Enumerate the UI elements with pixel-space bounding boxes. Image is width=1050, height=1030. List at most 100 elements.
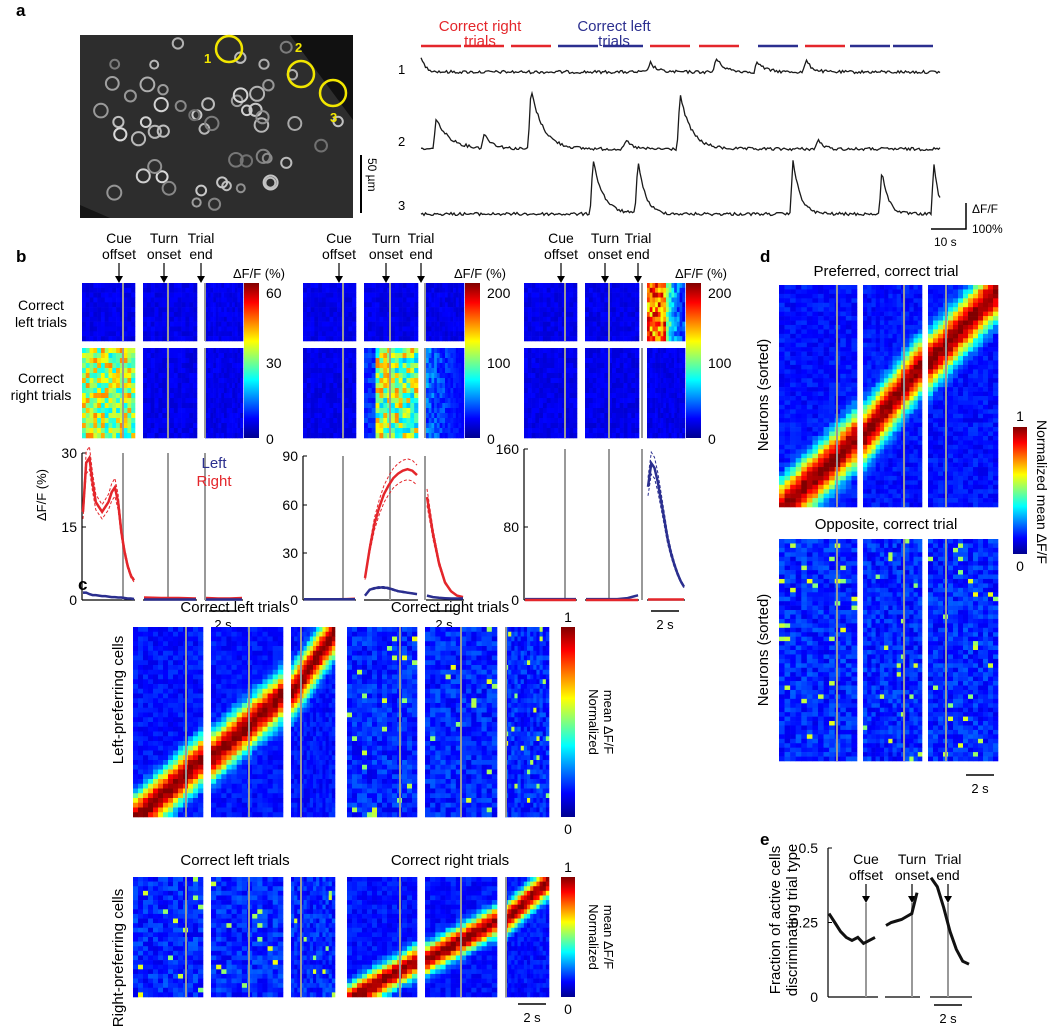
- d-heatmap-preferred: [779, 285, 858, 508]
- micrograph-cell: [191, 197, 202, 208]
- c-title-top-left: Correct left trials: [180, 599, 289, 616]
- micrograph-cell: [249, 85, 266, 102]
- b-series-right: [425, 496, 464, 599]
- b-series-ci-left: [647, 472, 685, 589]
- c-colorbar-bottom: [561, 877, 575, 997]
- b-heatmap-right: [205, 348, 244, 439]
- b-event-arrowhead: [160, 276, 168, 283]
- d-heatmap-preferred: [863, 285, 923, 508]
- e-line-plot: 0.5 0.25 0 2 s: [791, 840, 972, 1026]
- b-legend-left: Left: [201, 455, 227, 472]
- micrograph-cell: [147, 159, 163, 174]
- micrograph-cell: [232, 87, 249, 103]
- micrograph-cell: [123, 89, 137, 103]
- d-ylabel-top: Neurons (sorted): [755, 339, 772, 452]
- micrograph: [80, 35, 353, 218]
- c-title-top-right: Correct right trials: [391, 599, 509, 616]
- e-event-label: end: [936, 867, 959, 883]
- b-series-right: [363, 467, 418, 579]
- b-series-left: [586, 594, 639, 601]
- b-heatmap-left: [82, 283, 136, 342]
- c-heatmap: [425, 877, 498, 998]
- c-title-bottom-right: Correct right trials: [391, 852, 509, 869]
- b-event-label: end: [626, 246, 649, 262]
- b-event-arrowhead: [417, 276, 425, 283]
- c-heatmaps: [133, 627, 550, 998]
- micrograph-cell: [157, 84, 169, 96]
- micrograph-cell: [171, 37, 185, 50]
- e-event-arrowhead: [908, 896, 916, 903]
- e-ytick-label: 0.5: [799, 840, 819, 856]
- c-title-bottom-left: Correct left trials: [180, 852, 289, 869]
- micrograph-cell: [280, 156, 293, 169]
- micrograph-cell: [239, 154, 254, 168]
- b-colorbars: ΔF/F (%) 60 30 0 ΔF/F (%) 200 100 0 ΔF/F (%) 200 1…: [233, 266, 732, 447]
- cell-label-2: 2: [295, 40, 302, 55]
- b-colorbar-tick: 200: [487, 285, 511, 301]
- micrograph-cell: [255, 148, 271, 164]
- micrograph-cell: [279, 40, 293, 54]
- d-heatmap-opposite: [779, 539, 858, 762]
- micrograph-cell: [262, 79, 275, 92]
- b-colorbar-tick: 60: [266, 285, 282, 301]
- micrograph-cell: [161, 180, 177, 196]
- b-event-label: Trial: [625, 230, 652, 246]
- label-correct-right-2: trials: [464, 33, 496, 50]
- b-ytick-label: 0: [511, 592, 519, 608]
- b-heatmap-left: [143, 283, 198, 342]
- cell-roi-circles: [214, 34, 348, 108]
- e-event-label: offset: [849, 867, 883, 883]
- trace-scale-bar: [931, 203, 967, 230]
- micrograph-cell: [109, 58, 121, 70]
- micrograph-cell: [314, 138, 329, 153]
- b-ytick-label: 80: [503, 519, 519, 535]
- trace-scale-time: 10 s: [934, 235, 957, 249]
- b-row-label-left-2: left trials: [15, 314, 67, 330]
- micrograph-cell: [112, 115, 125, 129]
- b-event-label: Trial: [408, 230, 435, 246]
- b-series-left: [426, 594, 463, 600]
- b-heatmap-right: [143, 348, 198, 439]
- micro-scale-label: 50 µm: [365, 158, 379, 192]
- micrograph-cell: [248, 102, 263, 117]
- b-event-arrowhead: [601, 276, 609, 283]
- c-heatmap: [347, 627, 418, 818]
- micrograph-cell: [207, 197, 222, 211]
- micrograph-cell: [262, 174, 279, 191]
- e-series-line: [929, 876, 970, 966]
- micrograph-cell: [104, 76, 120, 91]
- c-row-title-left-pref: Left-preferring cells: [110, 636, 127, 764]
- c-cbar-bottom-label-1: Normalized: [586, 904, 601, 970]
- c-heatmap: [211, 877, 284, 998]
- b-heatmap-left: [585, 283, 640, 342]
- b-colorbar: [244, 283, 259, 438]
- b-event-arrowhead: [382, 276, 390, 283]
- b-event-label: Turn: [372, 230, 400, 246]
- b-event-label: Cue: [548, 230, 574, 246]
- micrograph-cell: [253, 117, 270, 133]
- e-scale-label: 2 s: [939, 1011, 957, 1026]
- d-ylabel-bottom: Neurons (sorted): [755, 594, 772, 707]
- c-cbar-top-label-2: mean ΔF/F: [601, 690, 616, 754]
- b-ytick-label: 30: [61, 445, 77, 461]
- micrograph-cell: [153, 97, 169, 113]
- b-colorbar-title: ΔF/F (%): [454, 266, 506, 281]
- b-colorbar-tick: 30: [266, 355, 282, 371]
- b-series-left: [364, 586, 418, 597]
- b-event-label: Cue: [106, 230, 132, 246]
- b-heatmap-left: [303, 283, 357, 342]
- b-colorbar-tick: 0: [487, 431, 495, 447]
- b-ytick-label: 30: [282, 545, 298, 561]
- b-event-arrowhead: [557, 276, 565, 283]
- c-heatmap: [347, 877, 418, 998]
- b-series-right: [81, 454, 136, 582]
- trace-scale-pct: 100%: [972, 222, 1003, 236]
- micrograph-cell: [216, 176, 229, 189]
- panel-letter-a: a: [16, 1, 26, 20]
- micrograph-cell: [255, 110, 270, 125]
- micrograph-cell: [287, 116, 303, 131]
- d-heatmap-opposite: [928, 539, 999, 762]
- b-series-ci-right: [82, 444, 135, 580]
- c-cbar-bottom-min: 0: [564, 1001, 572, 1017]
